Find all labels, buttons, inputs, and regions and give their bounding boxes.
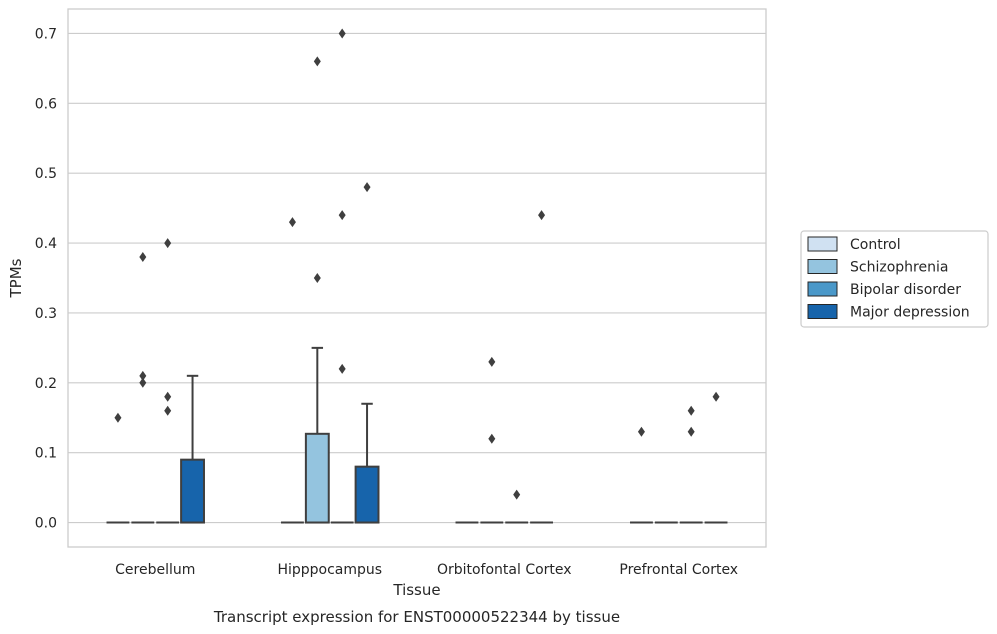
- x-axis-label: Tissue: [392, 581, 440, 599]
- legend-swatch: [807, 236, 838, 252]
- y-tick-label: 0.4: [35, 236, 57, 252]
- legend-entry: Control: [850, 237, 901, 253]
- x-tick-label: Cerebellum: [115, 562, 195, 578]
- outlier-point: [164, 405, 172, 416]
- outlier-point: [637, 426, 645, 437]
- outlier-point: [139, 370, 147, 381]
- outlier-point: [488, 433, 496, 444]
- x-tick-label: Prefrontal Cortex: [619, 562, 738, 578]
- outlier-point: [687, 405, 695, 416]
- y-tick-label: 0.0: [35, 516, 57, 532]
- box-body: [304, 432, 330, 524]
- outlier-point: [313, 273, 321, 283]
- boxes: [106, 346, 728, 524]
- outlier-point: [338, 28, 346, 39]
- box-body: [354, 465, 380, 524]
- outlier-point: [338, 210, 346, 221]
- outlier-point: [538, 210, 546, 221]
- outlier-point: [313, 56, 321, 67]
- outlier-point: [114, 412, 122, 423]
- outlier-points: [114, 28, 720, 500]
- legend-swatch: [807, 304, 838, 319]
- y-tick-label: 0.7: [35, 26, 57, 42]
- legend-swatch: [807, 259, 838, 274]
- y-tick-label: 0.5: [35, 166, 57, 182]
- y-tick-label: 0.2: [35, 376, 57, 392]
- legend: Control Schizophrenia Bipolar disorder Majo…: [800, 230, 989, 328]
- y-tick-label: 0.6: [35, 96, 57, 112]
- x-tick-label: Orbitofontal Cortex: [437, 562, 572, 578]
- y-tick-label: 0.3: [35, 306, 57, 322]
- box-major-depression: [354, 402, 380, 524]
- outlier-point: [338, 363, 346, 374]
- legend-frame: [800, 230, 989, 328]
- y-tick-label: 0.1: [35, 446, 57, 462]
- legend-swatch: [807, 281, 838, 297]
- outlier-point: [488, 356, 496, 367]
- y-tick-labels: 0.0 0.1 0.2 0.3 0.4 0.5 0.6 0.7: [35, 26, 57, 531]
- y-axis-label: TPMs: [7, 258, 25, 298]
- outlier-point: [139, 252, 147, 263]
- outlier-point: [164, 238, 172, 249]
- legend-entry: Schizophrenia: [850, 260, 948, 276]
- outlier-point: [164, 391, 172, 402]
- box-major-depression: [180, 374, 205, 524]
- chart-title: Transcript expression for ENST0000052234…: [213, 608, 620, 626]
- outlier-point: [363, 182, 371, 193]
- x-tick-label: Hipppocampus: [277, 562, 382, 578]
- x-tick-labels: Cerebellum Hipppocampus Orbitofontal Corte…: [115, 562, 738, 578]
- box-schizophrenia: [304, 346, 330, 524]
- outlier-point: [687, 426, 695, 437]
- plot-area: [67, 8, 767, 548]
- legend-entry: Major depression: [850, 305, 970, 321]
- box-body: [180, 458, 205, 524]
- outlier-point: [513, 489, 521, 500]
- legend-entry: Bipolar disorder: [850, 282, 961, 298]
- outlier-point: [139, 377, 147, 388]
- grid-lines: [68, 32, 766, 524]
- outlier-point: [712, 391, 720, 402]
- outlier-point: [288, 217, 296, 228]
